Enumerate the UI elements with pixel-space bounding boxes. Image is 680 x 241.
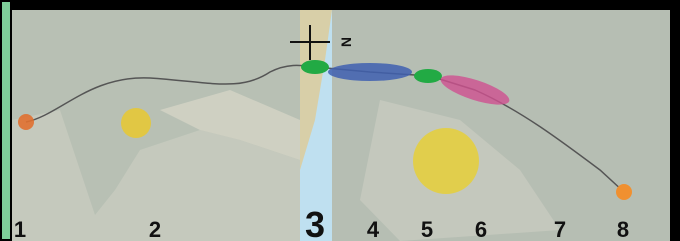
point-label: 4: [367, 217, 380, 241]
point-label: 3: [305, 204, 325, 241]
segment: [301, 60, 329, 74]
highlight: [121, 108, 151, 138]
compass-label: N: [338, 37, 354, 47]
point-label: 7: [554, 217, 566, 241]
start-point: [18, 114, 34, 130]
point-label: 8: [617, 217, 629, 241]
map: N 1 2 3 4 5 6 7 8: [0, 0, 680, 241]
point-label: 6: [475, 217, 487, 241]
point-label: 5: [421, 217, 433, 241]
highlight: [413, 128, 479, 194]
segment: [414, 69, 442, 83]
point-label: 2: [149, 217, 161, 241]
segment: [328, 63, 412, 81]
side-strip: [2, 2, 10, 239]
point-label: 1: [14, 217, 26, 241]
end-point: [616, 184, 632, 200]
